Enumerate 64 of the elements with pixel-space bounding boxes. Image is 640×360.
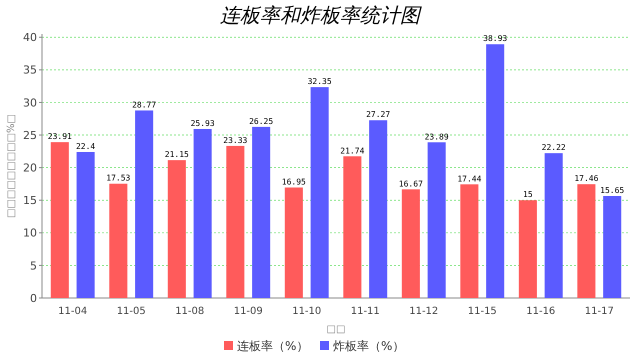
y-axis-title: □□□□□□□□□%□ <box>6 114 17 218</box>
y-tick-label: 15 <box>23 194 37 208</box>
data-label: 21.74 <box>340 146 365 156</box>
bar <box>135 110 154 298</box>
bar <box>603 196 622 298</box>
legend-label: 连板率（%） <box>237 339 308 353</box>
bar <box>518 200 537 298</box>
bar <box>544 153 563 298</box>
y-tick-label: 30 <box>23 96 37 110</box>
chart-title: 连板率和炸板率统计图 <box>220 3 422 27</box>
data-label: 32.35 <box>308 77 332 86</box>
x-tick-label: 11-04 <box>58 306 88 317</box>
x-tick-label: 11-05 <box>116 306 146 317</box>
x-tick-label: 11-08 <box>175 306 204 317</box>
y-tick-label: 25 <box>23 128 37 142</box>
bar <box>460 184 478 298</box>
data-label: 17.53 <box>106 174 131 183</box>
y-tick-label: 5 <box>30 259 37 272</box>
data-label: 17.44 <box>457 174 482 184</box>
x-tick-label: 11-16 <box>526 306 556 317</box>
data-label: 16.67 <box>398 179 424 188</box>
bar <box>284 188 303 298</box>
data-label: 23.91 <box>48 132 72 142</box>
data-label: 25.93 <box>190 118 215 128</box>
x-tick-label: 11-17 <box>584 306 614 317</box>
data-label: 26.25 <box>249 116 274 126</box>
bar <box>369 120 388 298</box>
bar <box>486 44 504 298</box>
data-label: 38.93 <box>483 34 508 44</box>
data-label: 22.4 <box>76 142 96 151</box>
bar <box>168 160 186 298</box>
x-tick-label: 11-11 <box>350 306 380 317</box>
bar <box>428 142 446 298</box>
y-tick-label: 40 <box>23 31 37 44</box>
data-label: 15.65 <box>600 186 624 195</box>
y-tick-label: 20 <box>23 161 37 174</box>
data-label: 28.77 <box>132 100 156 110</box>
data-label: 22.22 <box>542 143 566 152</box>
bar <box>402 189 420 298</box>
bar <box>50 142 69 298</box>
x-tick-label: 11-12 <box>409 306 438 317</box>
legend-label: 炸板率（%） <box>333 339 404 353</box>
data-label: 15 <box>523 190 533 200</box>
data-label: 16.95 <box>282 178 306 187</box>
data-label: 27.27 <box>366 110 390 120</box>
x-tick-label: 11-09 <box>234 306 263 317</box>
y-tick-label: 0 <box>30 292 37 305</box>
bar <box>343 156 362 298</box>
bar <box>194 128 212 298</box>
y-tick-label: 35 <box>23 64 37 77</box>
data-label: 23.89 <box>424 132 449 142</box>
bar <box>226 146 244 298</box>
data-label: 23.33 <box>223 136 248 145</box>
data-label: 17.46 <box>574 174 599 184</box>
x-tick-label: 11-15 <box>468 306 497 317</box>
bar <box>76 152 95 298</box>
x-axis-title: □□ <box>326 324 346 335</box>
bar <box>109 184 128 298</box>
data-label: 21.15 <box>164 150 190 160</box>
bar <box>310 87 329 298</box>
y-tick-label: 10 <box>23 226 37 240</box>
bar <box>252 126 270 298</box>
bar <box>577 184 596 298</box>
x-tick-label: 11-10 <box>292 306 322 317</box>
